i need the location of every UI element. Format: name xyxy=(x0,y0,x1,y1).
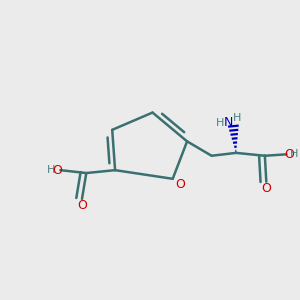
Text: H: H xyxy=(290,149,299,159)
Text: H: H xyxy=(233,113,242,123)
Text: O: O xyxy=(261,182,271,194)
Text: H: H xyxy=(216,118,224,128)
Text: O: O xyxy=(284,148,294,161)
Text: H: H xyxy=(47,165,55,175)
Text: N: N xyxy=(224,116,233,129)
Text: O: O xyxy=(77,199,87,212)
Text: O: O xyxy=(175,178,185,191)
Text: O: O xyxy=(52,164,62,177)
